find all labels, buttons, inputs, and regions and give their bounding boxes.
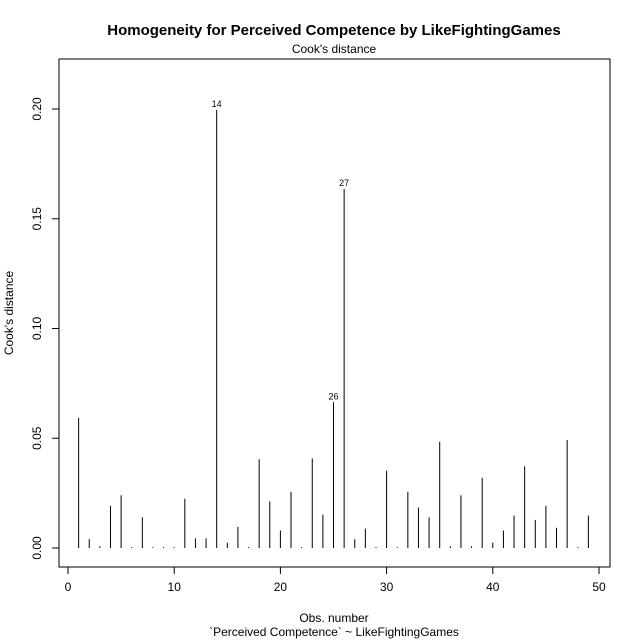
point-label-27: 27 — [339, 178, 349, 188]
bars-layer — [78, 109, 589, 548]
y-axis-title: Cook's distance — [2, 271, 16, 356]
y-tick-label-0.10: 0.10 — [30, 316, 44, 340]
x-tick-label-0: 0 — [65, 580, 72, 594]
y-axis: 0.00 0.05 0.10 0.15 0.20 — [30, 97, 60, 560]
x-axis: 0 10 20 30 40 50 — [65, 566, 606, 594]
y-tick-label-0.20: 0.20 — [30, 97, 44, 121]
chart-subtitle: Cook's distance — [292, 42, 377, 56]
x-tick-label-20: 20 — [274, 580, 288, 594]
y-tick-label-0.00: 0.00 — [30, 536, 44, 560]
y-tick-label-0.05: 0.05 — [30, 426, 44, 450]
x-tick-label-50: 50 — [592, 580, 606, 594]
plot-area-border — [58, 58, 611, 568]
x-tick-label-40: 40 — [486, 580, 500, 594]
x-tick-label-10: 10 — [168, 580, 182, 594]
chart-title: Homogeneity for Perceived Competence by … — [107, 22, 560, 39]
x-axis-subtitle: `Perceived Competence` ~ LikeFightingGam… — [209, 625, 459, 639]
y-tick-label-0.15: 0.15 — [30, 207, 44, 231]
x-axis-title: Obs. number — [299, 611, 368, 625]
point-label-26: 26 — [328, 391, 338, 401]
point-label-14: 14 — [212, 99, 222, 109]
point-labels-layer: 14 26 27 — [212, 99, 349, 401]
x-tick-label-30: 30 — [380, 580, 394, 594]
